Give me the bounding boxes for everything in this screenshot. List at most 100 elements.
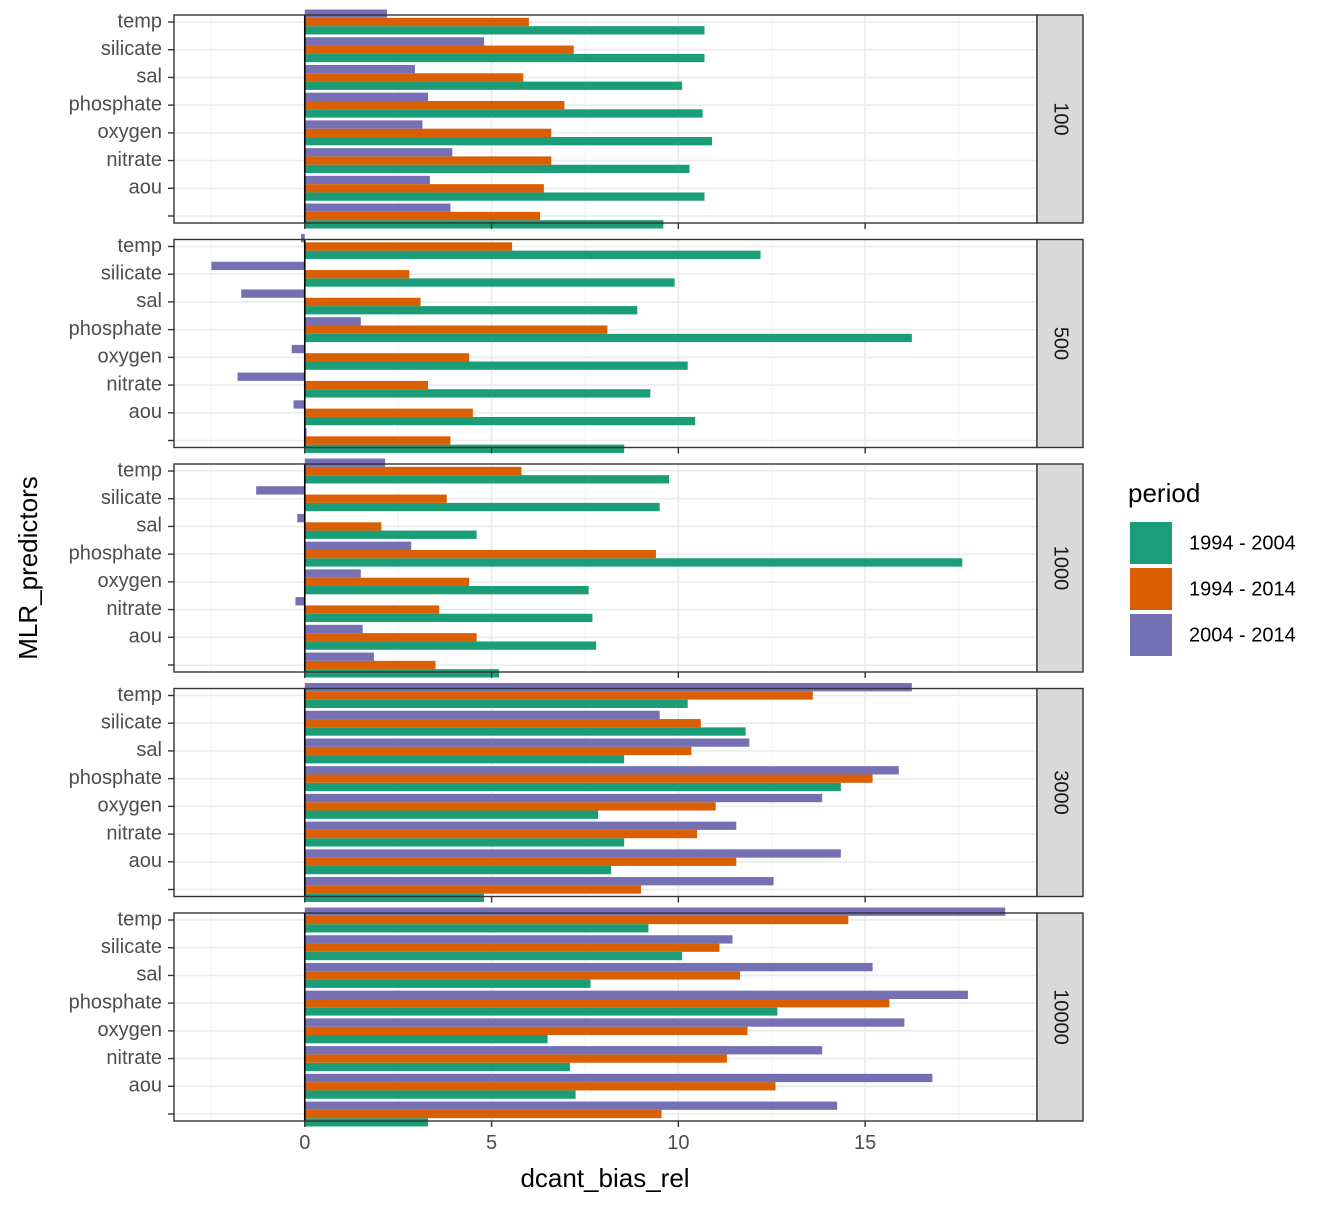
legend: period 1994 - 2004 1994 - 2014 2004 - 2014: [1128, 478, 1296, 656]
bar-10000-nitrate-2: [304, 1046, 823, 1055]
y-tick-label: sal: [136, 964, 162, 986]
x-tick-label: 5: [486, 1132, 497, 1154]
legend-label-0: 1994 - 2004: [1189, 532, 1296, 554]
bar-10000-phosphate-1: [304, 998, 890, 1008]
bar-1000-nitrate-0: [304, 613, 593, 623]
y-tick-label: aou: [129, 401, 162, 423]
facet-strip-label: 10000: [1050, 989, 1072, 1045]
bar-500-blank-0: [304, 444, 625, 453]
x-tick-label: 15: [854, 1132, 876, 1154]
bar-1000-oxygen-2: [304, 569, 361, 578]
legend-key-1: [1130, 568, 1172, 610]
facet-strip: [1036, 912, 1084, 1122]
bar-1000-silicate-2: [256, 486, 305, 495]
bar-500-sal-1: [304, 297, 421, 307]
y-tick-label: oxygen: [98, 570, 163, 592]
x-axis-title: dcant_bias_rel: [520, 1163, 689, 1193]
bar-100-silicate-0: [304, 53, 705, 63]
bar-3000-phosphate-1: [304, 774, 873, 783]
bar-3000-oxygen-1: [304, 802, 716, 811]
bar-10000-nitrate-1: [304, 1054, 727, 1063]
bar-100-temp-2: [304, 9, 387, 18]
y-tick-label: nitrate: [106, 149, 162, 171]
bar-500-blank-2: [304, 428, 307, 437]
bar-100-nitrate-2: [304, 148, 453, 157]
bar-1000-temp-2: [304, 458, 386, 467]
bar-100-blank-2: [304, 203, 451, 212]
y-tick-label: oxygen: [98, 1019, 163, 1041]
bar-10000-sal-2: [304, 962, 873, 972]
x-tick-label: 10: [667, 1132, 689, 1154]
bar-3000-phosphate-2: [304, 766, 899, 775]
y-tick-label: aou: [129, 850, 162, 872]
bar-500-oxygen-2: [291, 344, 305, 354]
bar-100-oxygen-2: [304, 120, 423, 129]
facet-panel-1000: 1000 temp silicate sal phosphate oxygen nitrat…: [69, 458, 1084, 678]
bar-1000-nitrate-2: [295, 597, 305, 606]
bar-1000-aou-2: [304, 624, 363, 634]
bar-3000-oxygen-0: [304, 810, 599, 819]
bar-10000-blank-2: [304, 1101, 838, 1110]
bar-500-sal-0: [304, 306, 638, 315]
bar-500-oxygen-1: [304, 353, 470, 362]
bar-10000-temp-2: [304, 907, 1006, 916]
bar-3000-blank-2: [304, 877, 774, 886]
bar-500-silicate-2: [211, 261, 305, 271]
bar-500-nitrate-0: [304, 389, 651, 398]
bar-1000-aou-1: [304, 633, 477, 642]
legend-key-0: [1130, 522, 1172, 564]
bar-500-temp-2: [301, 234, 305, 243]
bar-3000-phosphate-0: [304, 782, 841, 792]
bar-1000-silicate-1: [304, 494, 447, 503]
bar-3000-temp-2: [304, 683, 912, 692]
bar-10000-sal-0: [304, 979, 591, 988]
bar-10000-temp-1: [304, 915, 849, 925]
panel-background: [174, 15, 1037, 223]
bar-1000-temp-0: [304, 475, 670, 484]
y-tick-label: phosphate: [69, 93, 162, 115]
bar-100-phosphate-0: [304, 109, 703, 118]
bar-100-sal-1: [304, 73, 524, 82]
bar-3000-nitrate-2: [304, 821, 737, 830]
bar-1000-phosphate-2: [304, 541, 412, 550]
bar-500-silicate-0: [304, 278, 675, 287]
y-tick-label: temp: [118, 459, 162, 481]
bar-3000-aou-1: [304, 857, 737, 866]
bar-3000-aou-2: [304, 849, 841, 858]
bar-3000-sal-2: [304, 738, 750, 747]
facet-panel-500: 500 temp silicate sal phosphate oxygen nitrate…: [69, 234, 1084, 454]
bar-100-blank-0: [304, 220, 664, 229]
bar-100-phosphate-2: [304, 92, 429, 101]
bar-10000-aou-2: [304, 1073, 933, 1083]
y-axis-title: MLR_predictors: [13, 476, 43, 660]
bar-100-sal-0: [304, 81, 683, 90]
bar-1000-aou-0: [304, 641, 597, 650]
bar-100-nitrate-1: [304, 156, 552, 165]
y-tick-label: nitrate: [106, 822, 162, 844]
facet-strip: [1036, 238, 1084, 449]
facet-strip-label: 100: [1050, 102, 1072, 135]
y-tick-label: nitrate: [106, 1047, 162, 1069]
bar-100-aou-1: [304, 184, 544, 193]
bar-500-nitrate-2: [237, 372, 305, 381]
facet-strip-label: 1000: [1050, 546, 1072, 591]
bar-100-oxygen-0: [304, 137, 712, 146]
bar-3000-aou-0: [304, 865, 612, 875]
y-tick-label: sal: [136, 739, 162, 761]
y-tick-label: silicate: [101, 936, 162, 958]
legend-title: period: [1128, 478, 1200, 508]
y-tick-label: nitrate: [106, 598, 162, 620]
bar-3000-silicate-0: [304, 727, 746, 736]
bar-10000-oxygen-0: [304, 1035, 548, 1044]
bar-100-temp-1: [304, 17, 529, 27]
facet-strip: [1036, 463, 1084, 673]
bar-100-aou-0: [304, 192, 705, 201]
bar-100-nitrate-0: [304, 164, 690, 174]
y-tick-label: oxygen: [98, 346, 163, 368]
y-tick-label: sal: [136, 66, 162, 88]
bar-3000-nitrate-0: [304, 838, 625, 847]
bar-3000-silicate-1: [304, 719, 701, 728]
bar-1000-silicate-0: [304, 502, 660, 512]
